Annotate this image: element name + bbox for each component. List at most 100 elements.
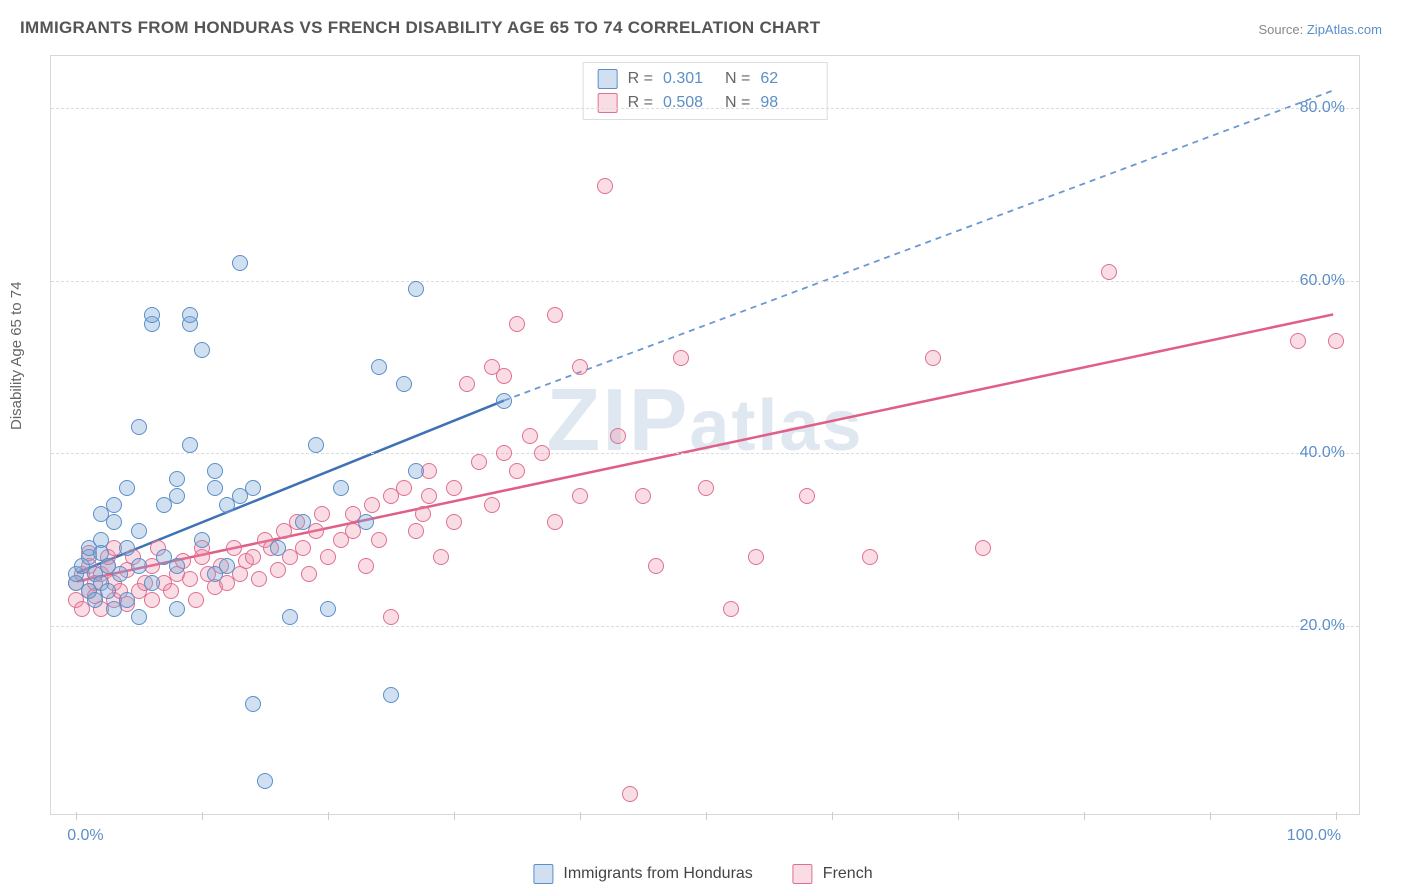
scatter-point [207, 463, 223, 479]
scatter-point [182, 571, 198, 587]
scatter-point [862, 549, 878, 565]
x-tick [202, 812, 203, 820]
legend-bottom-label-blue: Immigrants from Honduras [563, 865, 752, 883]
scatter-point [748, 549, 764, 565]
scatter-point [182, 307, 198, 323]
scatter-point [320, 549, 336, 565]
scatter-point [610, 428, 626, 444]
y-axis-label: Disability Age 65 to 74 [8, 282, 25, 430]
scatter-point [509, 463, 525, 479]
scatter-point [100, 583, 116, 599]
scatter-point [232, 255, 248, 271]
x-max-label: 100.0% [1287, 827, 1341, 845]
x-tick [580, 812, 581, 820]
scatter-point [433, 549, 449, 565]
scatter-point [169, 488, 185, 504]
scatter-point [471, 454, 487, 470]
scatter-point [698, 480, 714, 496]
x-tick [832, 812, 833, 820]
gridline [51, 281, 1359, 282]
scatter-point [371, 359, 387, 375]
scatter-point [496, 393, 512, 409]
scatter-point [459, 376, 475, 392]
scatter-point [131, 419, 147, 435]
scatter-point [219, 558, 235, 574]
scatter-point [144, 307, 160, 323]
scatter-point [534, 445, 550, 461]
scatter-point [119, 480, 135, 496]
legend-top-row-pink: R = 0.508 N = 98 [598, 93, 813, 113]
scatter-point [509, 316, 525, 332]
scatter-point [207, 480, 223, 496]
scatter-point [245, 696, 261, 712]
legend-bottom-label-pink: French [823, 865, 873, 883]
chart-title: IMMIGRANTS FROM HONDURAS VS FRENCH DISAB… [20, 18, 820, 38]
scatter-point [415, 506, 431, 522]
scatter-point [673, 350, 689, 366]
scatter-point [163, 583, 179, 599]
source-label: Source: ZipAtlas.com [1258, 22, 1382, 37]
scatter-point [1101, 264, 1117, 280]
scatter-point [371, 532, 387, 548]
legend-bottom-swatch-blue-icon [533, 864, 553, 884]
legend-bottom: Immigrants from Honduras French [533, 864, 872, 884]
gridline [51, 108, 1359, 109]
legend-n-key-2: N = [725, 94, 750, 112]
scatter-point [648, 558, 664, 574]
scatter-point [169, 471, 185, 487]
scatter-point [358, 558, 374, 574]
scatter-point [723, 601, 739, 617]
scatter-point [446, 480, 462, 496]
scatter-point [975, 540, 991, 556]
x-tick [76, 812, 77, 820]
watermark: ZIPatlas [546, 369, 863, 471]
y-tick-label: 60.0% [1300, 272, 1345, 290]
x-tick [958, 812, 959, 820]
gridline [51, 453, 1359, 454]
legend-r-key-2: R = [628, 94, 653, 112]
legend-n-blue: 62 [760, 70, 812, 88]
scatter-point [547, 307, 563, 323]
x-tick [1210, 812, 1211, 820]
scatter-point [308, 437, 324, 453]
legend-n-key: N = [725, 70, 750, 88]
scatter-point [301, 566, 317, 582]
legend-top-row-blue: R = 0.301 N = 62 [598, 69, 813, 89]
scatter-point [597, 178, 613, 194]
x-tick [1084, 812, 1085, 820]
legend-top: R = 0.301 N = 62 R = 0.508 N = 98 [583, 62, 828, 120]
legend-swatch-blue-icon [598, 69, 618, 89]
scatter-point [182, 437, 198, 453]
scatter-point [270, 562, 286, 578]
y-tick-label: 20.0% [1300, 617, 1345, 635]
legend-r-blue: 0.301 [663, 70, 715, 88]
scatter-point [421, 488, 437, 504]
scatter-point [245, 480, 261, 496]
gridline [51, 626, 1359, 627]
chart-area: ZIPatlas R = 0.301 N = 62 R = 0.508 N = … [50, 55, 1360, 815]
scatter-point [314, 506, 330, 522]
x-tick [328, 812, 329, 820]
scatter-point [484, 497, 500, 513]
scatter-point [144, 575, 160, 591]
scatter-point [522, 428, 538, 444]
scatter-point [194, 532, 210, 548]
legend-r-pink: 0.508 [663, 94, 715, 112]
scatter-point [112, 566, 128, 582]
scatter-point [245, 549, 261, 565]
scatter-point [270, 540, 286, 556]
y-tick-label: 80.0% [1300, 99, 1345, 117]
scatter-point [496, 445, 512, 461]
scatter-point [251, 571, 267, 587]
scatter-point [408, 523, 424, 539]
scatter-point [257, 773, 273, 789]
legend-bottom-pink: French [793, 864, 873, 884]
x-tick [454, 812, 455, 820]
scatter-point [547, 514, 563, 530]
scatter-point [383, 687, 399, 703]
scatter-point [131, 609, 147, 625]
x-tick [706, 812, 707, 820]
scatter-point [572, 359, 588, 375]
scatter-point [496, 368, 512, 384]
scatter-point [295, 514, 311, 530]
